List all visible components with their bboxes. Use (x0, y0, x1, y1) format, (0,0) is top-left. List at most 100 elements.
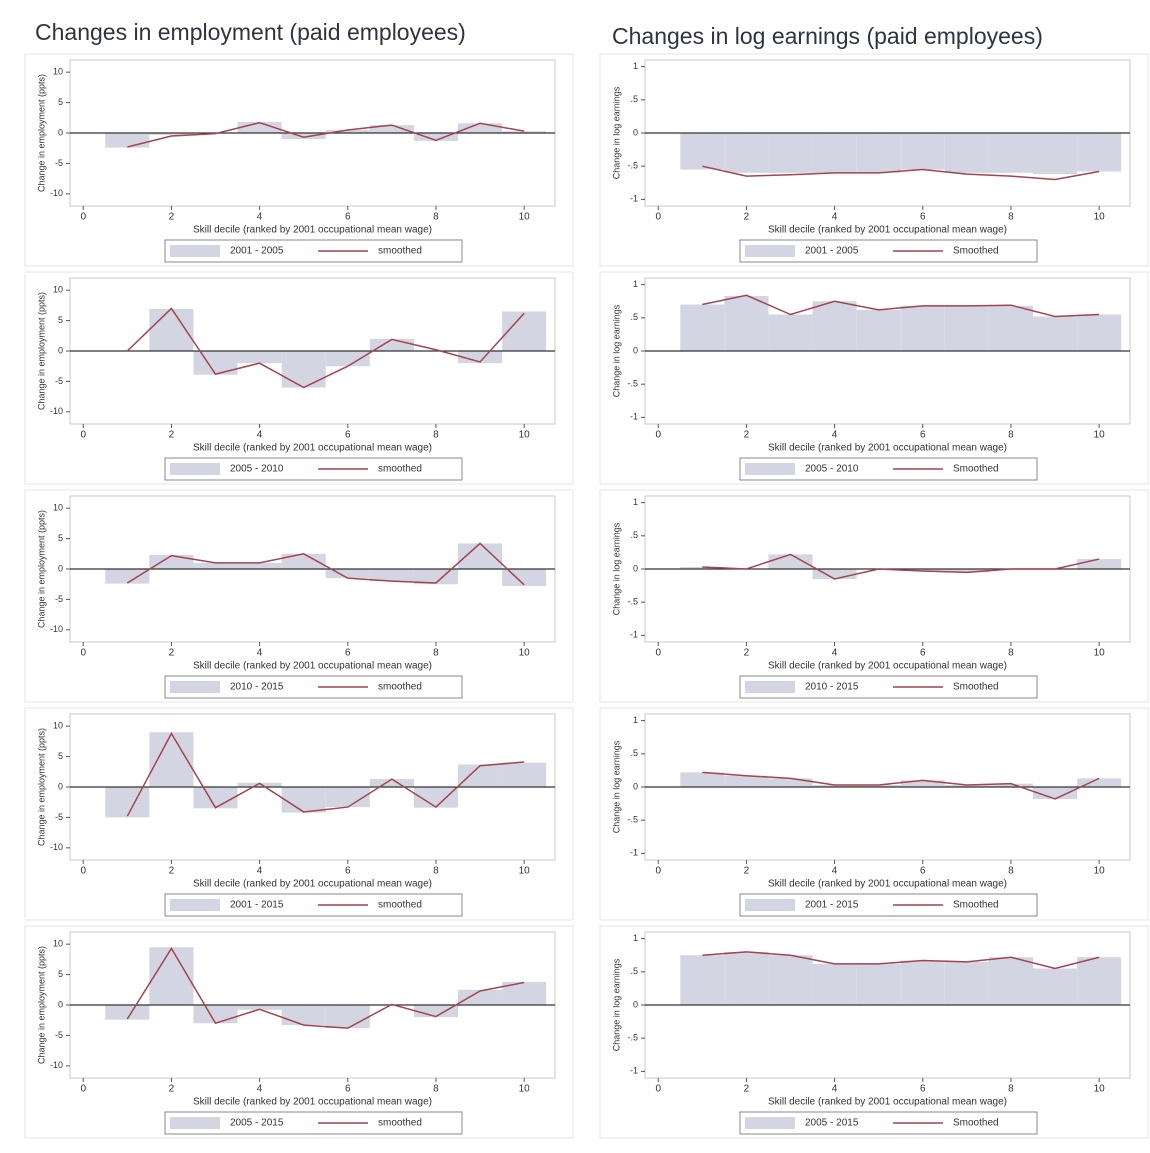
y-tick-label: 10 (53, 503, 63, 513)
y-axis-label: Change in log earnings (611, 958, 621, 1051)
panel-frame (24, 925, 574, 1139)
x-tick-label: 2 (744, 1084, 750, 1095)
y-tick-label: 0 (58, 999, 63, 1009)
panel-frame (24, 707, 574, 921)
bar (768, 778, 813, 787)
x-tick-label: 8 (433, 648, 439, 659)
y-tick-label: 0 (58, 781, 63, 791)
y-tick-label: -5 (55, 594, 63, 604)
x-tick-label: 0 (655, 866, 661, 877)
y-axis-label: Change in log earnings (611, 86, 621, 179)
y-tick-label: -5 (55, 158, 63, 168)
x-tick-label: 4 (832, 866, 838, 877)
x-tick-label: 10 (519, 1084, 531, 1095)
x-axis-label: Skill decile (ranked by 2001 occupationa… (193, 1097, 432, 1108)
bar (1077, 314, 1122, 351)
y-tick-label: 10 (53, 67, 63, 77)
x-axis-label: Skill decile (ranked by 2001 occupationa… (768, 661, 1007, 672)
x-tick-label: 0 (80, 866, 86, 877)
y-tick-label: -10 (50, 624, 63, 634)
y-tick-label: 5 (58, 97, 63, 107)
legend-box (739, 1111, 1038, 1135)
smoothed-line (126, 731, 525, 817)
y-axis-label: Change in employment (ppts) (36, 292, 46, 410)
y-tick-label: 5 (58, 969, 63, 979)
bar (237, 1005, 282, 1010)
legend-label: smoothed (378, 900, 422, 911)
bar (281, 553, 326, 569)
legend-label: 2001 - 2015 (230, 900, 284, 911)
x-tick-label: 0 (80, 1084, 86, 1095)
y-tick-label: 0 (633, 345, 638, 355)
bar (325, 1005, 370, 1029)
bar (900, 569, 945, 571)
y-tick-label: 1 (633, 497, 638, 507)
bar (988, 957, 1033, 1005)
bar (724, 775, 769, 787)
y-tick-label: .5 (630, 94, 638, 104)
bar (149, 133, 194, 135)
y-tick-label: -1 (630, 412, 638, 422)
panel-frame (24, 271, 574, 485)
x-tick-label: 6 (345, 648, 351, 659)
x-axis-label: Skill decile (ranked by 2001 occupationa… (193, 443, 432, 454)
bar (458, 351, 503, 364)
bar (1077, 957, 1122, 1005)
bar (281, 1005, 326, 1026)
bar (325, 129, 370, 133)
y-tick-label: -10 (50, 1060, 63, 1070)
bar (900, 305, 945, 351)
bar (1033, 133, 1078, 175)
y-tick-label: 5 (58, 533, 63, 543)
bar (768, 314, 813, 351)
x-tick-label: 4 (257, 1084, 263, 1095)
bar (900, 133, 945, 170)
legend-box (164, 675, 463, 699)
x-tick-label: 8 (1008, 866, 1014, 877)
y-axis-label: Change in log earnings (611, 304, 621, 397)
bar (281, 351, 326, 388)
x-tick-label: 6 (920, 1084, 926, 1095)
y-tick-label: -5 (55, 376, 63, 386)
smoothed-line (126, 542, 525, 586)
legend-box (739, 239, 1038, 263)
legend-box (164, 239, 463, 263)
y-tick-label: -5 (55, 812, 63, 822)
x-tick-label: 4 (832, 212, 838, 223)
bar (724, 951, 769, 1005)
y-tick-label: -.5 (627, 815, 638, 825)
legend-label: smoothed (378, 682, 422, 693)
y-tick-label: -1 (630, 194, 638, 204)
column-title: Changes in employment (paid employees) (35, 19, 466, 45)
bar (193, 1005, 238, 1024)
legend-swatch (745, 463, 795, 475)
x-tick-label: 0 (655, 1084, 661, 1095)
x-tick-label: 8 (1008, 648, 1014, 659)
x-tick-label: 10 (519, 648, 531, 659)
x-tick-label: 10 (519, 430, 531, 441)
bar (768, 133, 813, 173)
bar (105, 569, 150, 584)
panel-frame (599, 489, 1149, 703)
bar (680, 772, 725, 787)
bar (193, 562, 238, 569)
y-tick-label: -.5 (627, 161, 638, 171)
y-tick-label: 1 (633, 279, 638, 289)
bar (724, 295, 769, 351)
x-tick-label: 2 (169, 212, 175, 223)
x-tick-label: 2 (744, 430, 750, 441)
y-tick-label: -10 (50, 188, 63, 198)
bar (149, 947, 194, 1005)
bar (325, 569, 370, 579)
panel-frame (599, 53, 1149, 267)
bar (1033, 316, 1078, 351)
bar (413, 787, 458, 808)
x-axis-label: Skill decile (ranked by 2001 occupationa… (193, 225, 432, 236)
x-axis-label: Skill decile (ranked by 2001 occupationa… (193, 661, 432, 672)
y-tick-label: -1 (630, 848, 638, 858)
x-tick-label: 0 (655, 648, 661, 659)
x-tick-label: 10 (1094, 1084, 1106, 1095)
y-tick-label: -.5 (627, 379, 638, 389)
y-tick-label: 0 (58, 563, 63, 573)
x-tick-label: 6 (345, 430, 351, 441)
